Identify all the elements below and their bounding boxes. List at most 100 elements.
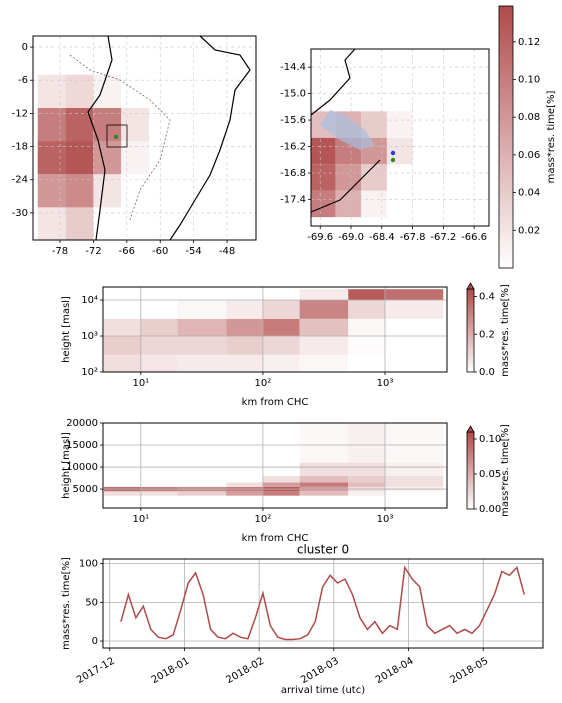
- heat-cell: [299, 423, 349, 463]
- y-axis-label: height [masl]: [61, 296, 72, 363]
- heat-cell: [262, 336, 300, 355]
- heat-cell: [361, 190, 387, 218]
- heat-cell: [140, 289, 178, 301]
- heat-cell: [384, 318, 444, 337]
- heat-cell: [299, 318, 349, 337]
- y-tick-label: 10000: [66, 462, 98, 473]
- x-tick-label: -60: [152, 246, 168, 257]
- heat-cell: [65, 174, 94, 208]
- y-axis-label: mass*res. time[%]: [61, 557, 72, 650]
- x-tick-label: -72: [85, 246, 101, 257]
- heat-cell: [348, 462, 385, 476]
- axes-frame: [310, 48, 490, 227]
- heat-cell: [348, 318, 385, 337]
- heat-cell: [348, 482, 385, 487]
- colorbar-label: mass*res. time[%]: [500, 284, 511, 377]
- heat-cell: [361, 164, 387, 191]
- lake: [320, 110, 375, 150]
- heat-cell: [299, 289, 349, 301]
- heat-cell: [384, 462, 444, 476]
- heat-cell: [93, 174, 122, 208]
- border: [310, 159, 381, 213]
- colorbar: [498, 5, 514, 269]
- heat-cell: [386, 164, 413, 191]
- border: [69, 54, 171, 221]
- y-tick-label: -15.6: [280, 115, 306, 126]
- heat-cell: [140, 336, 178, 355]
- y-tick-label: 5000: [73, 484, 98, 495]
- heat-cell: [140, 491, 178, 496]
- y-tick-label: -16.8: [280, 168, 306, 179]
- heat-cell: [262, 491, 300, 496]
- heat-cell: [299, 475, 349, 483]
- heat-cell: [299, 300, 349, 319]
- heat-cell: [104, 336, 141, 355]
- y-tick-label: -17.4: [280, 195, 306, 206]
- x-tick-label: -68.4: [369, 232, 395, 243]
- x-tick-label: -78: [52, 246, 68, 257]
- heat-cell: [386, 111, 413, 138]
- y-tick-label: 10³: [81, 331, 98, 342]
- heat-cell: [386, 84, 413, 112]
- axes-frame: [102, 558, 544, 649]
- heat-cell: [37, 141, 66, 175]
- y-tick-label: -14.4: [280, 62, 306, 73]
- heat-cell: [384, 423, 444, 463]
- heat-cell: [226, 300, 263, 319]
- y-tick-label: 15000: [66, 440, 98, 451]
- heat-cell: [348, 423, 385, 463]
- colorbar-extend: [466, 425, 475, 433]
- heat-cell: [93, 74, 122, 108]
- heat-cell: [226, 318, 263, 337]
- x-tick-label: -69.6: [307, 232, 333, 243]
- colorbar-tick-label: 0.05: [479, 469, 501, 480]
- heat-cell: [262, 475, 300, 483]
- heat-cell: [384, 482, 444, 487]
- x-axis-label: arrival time (utc): [281, 685, 365, 696]
- colorbar-label: mass*res. time[%]: [546, 91, 557, 184]
- y-tick-label: -16.2: [280, 142, 306, 153]
- heat-cell: [104, 300, 141, 319]
- heat-cell: [104, 491, 141, 496]
- colorbar-label: mass*res. time[%]: [500, 424, 511, 517]
- heat-cell: [348, 336, 385, 355]
- y-tick-label: 100: [79, 559, 98, 570]
- heat-cell: [121, 141, 150, 175]
- heat-cell: [262, 300, 300, 319]
- heat-cell: [177, 318, 227, 337]
- y-tick-label: 0: [22, 42, 28, 53]
- heat-cell: [121, 174, 150, 208]
- heat-cell: [121, 107, 150, 142]
- heat-cell: [177, 482, 227, 487]
- heat-cell: [177, 300, 227, 319]
- heat-cell: [104, 475, 141, 483]
- y-tick-label: -12: [12, 108, 28, 119]
- x-tick-label: -69.0: [338, 232, 364, 243]
- heat-cell: [311, 164, 336, 191]
- heat-cell: [299, 354, 349, 372]
- heat-cell: [262, 462, 300, 476]
- y-tick-label: -6: [18, 75, 28, 86]
- heat-cell: [348, 300, 385, 319]
- x-tick-label: 10²: [255, 378, 272, 389]
- x-tick-label: -66: [119, 246, 135, 257]
- heat-cell: [65, 107, 94, 142]
- heat-cell: [348, 475, 385, 483]
- heat-cell: [37, 107, 66, 142]
- x-tick-label: 10¹: [132, 514, 149, 525]
- y-tick-label: 10⁴: [81, 295, 98, 306]
- heat-cell: [335, 164, 362, 191]
- coastline: [169, 35, 251, 241]
- heat-cell: [226, 423, 263, 463]
- heat-cell: [140, 354, 178, 372]
- heat-cell: [299, 462, 349, 476]
- heat-cell: [384, 475, 444, 483]
- heat-cell: [37, 74, 66, 108]
- colorbar-tick-label: 0.4: [479, 292, 495, 303]
- colorbar-tick-label: 0.10: [479, 434, 501, 445]
- station: [390, 150, 396, 156]
- heat-cell: [299, 336, 349, 355]
- heat-cell: [140, 475, 178, 483]
- heat-cell: [177, 336, 227, 355]
- heat-cell: [104, 482, 141, 487]
